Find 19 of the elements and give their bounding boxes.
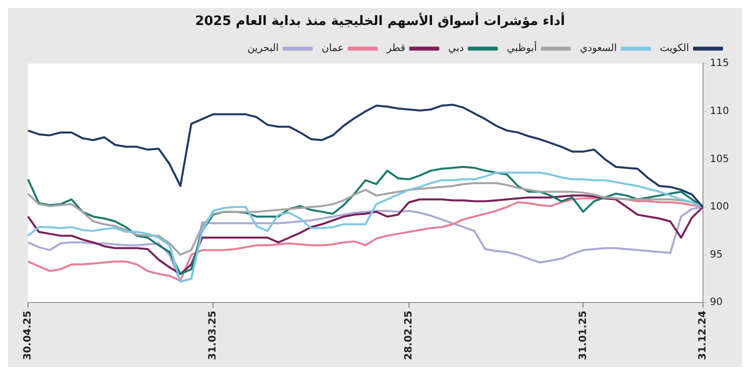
y-tick-label: 105 — [710, 154, 730, 165]
legend-label: أبوظبي — [506, 41, 538, 54]
y-tick-label: 95 — [710, 249, 723, 260]
legend-label: البحرين — [247, 43, 279, 54]
x-tick-label: 28.02.25 — [404, 310, 415, 360]
legend-label: عمان — [322, 43, 344, 54]
x-tick-label: 31.12.24 — [698, 310, 709, 360]
legend-label: الكويت — [660, 43, 689, 54]
y-tick-label: 110 — [710, 106, 730, 118]
x-tick-label: 31.01.25 — [578, 310, 589, 360]
legend-label: السعودي — [580, 43, 617, 54]
x-tick-label: 30.04.25 — [22, 310, 34, 360]
chart-title: أداء مؤشرات أسواق الأسهم الخليجية منذ بداية العام 2025 — [195, 12, 565, 30]
y-tick-label: 100 — [710, 202, 730, 213]
legend-label: دبي — [448, 43, 464, 54]
y-tick-label: 115 — [710, 58, 730, 70]
x-tick-label: 31.03.25 — [208, 310, 219, 360]
legend-label: قطر — [386, 43, 406, 54]
y-tick-label: 90 — [710, 297, 723, 308]
